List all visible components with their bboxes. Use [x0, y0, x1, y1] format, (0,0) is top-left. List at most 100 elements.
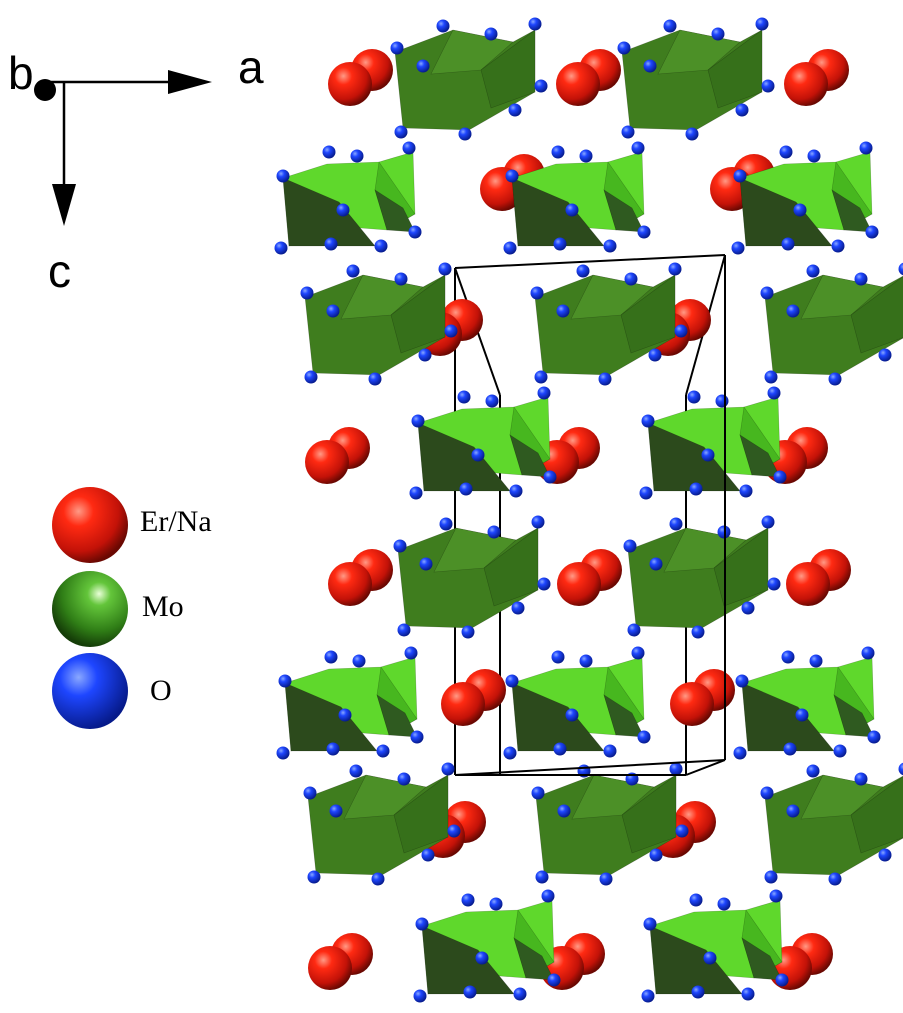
oxygen-atom — [475, 951, 489, 965]
oxygen-atom — [767, 577, 781, 591]
oxygen-atom — [547, 973, 561, 987]
legend-o-sphere — [52, 653, 128, 729]
a-axis-arrowhead — [168, 70, 212, 94]
er-na-atom — [305, 440, 349, 484]
oxygen-atom — [807, 149, 821, 163]
oxygen-atom — [368, 372, 382, 386]
oxygen-atom — [537, 577, 551, 591]
oxygen-atom — [461, 893, 475, 907]
oxygen-atom — [760, 786, 774, 800]
mo-o4-polyhedron-light — [413, 889, 561, 1003]
er-na-atom-pair — [786, 549, 851, 606]
oxygen-atom — [557, 804, 571, 818]
oxygen-atom — [276, 746, 290, 760]
unit-cell-edge — [454, 254, 726, 269]
mo-o4-polyhedron-light — [409, 386, 557, 500]
polyhedron-face — [850, 776, 903, 854]
er-na-atom-pair — [784, 49, 849, 106]
legend-label-er-na: Er/Na — [140, 505, 212, 538]
oxygen-atom — [598, 372, 612, 386]
oxygen-atom — [691, 985, 705, 999]
oxygen-atom — [631, 141, 645, 155]
oxygen-atom — [576, 264, 590, 278]
legend-label-o: O — [150, 674, 172, 707]
oxygen-atom — [641, 414, 655, 428]
b-axis-dot — [34, 79, 56, 101]
oxygen-atom — [503, 746, 517, 760]
oxygen-atom — [421, 848, 435, 862]
er-na-atom — [670, 682, 714, 726]
mo-o4-polyhedron-light — [274, 141, 422, 255]
oxygen-atom — [898, 262, 903, 276]
oxygen-atom — [471, 448, 485, 462]
oxygen-atom — [551, 650, 565, 664]
oxygen-atom — [553, 237, 567, 251]
oxygen-atom — [322, 145, 336, 159]
oxygen-atom — [878, 848, 892, 862]
oxygen-atom — [773, 470, 787, 484]
oxygen-atom — [459, 482, 473, 496]
oxygen-atom — [741, 601, 755, 615]
er-na-atom — [556, 62, 600, 106]
oxygen-atom — [767, 386, 781, 400]
mo-o4-polyhedron-dark — [530, 262, 688, 386]
er-na-atom — [328, 562, 372, 606]
oxygen-atom — [511, 601, 525, 615]
mo-o4-polyhedron-dark — [390, 17, 548, 141]
oxygen-atom — [541, 889, 555, 903]
er-na-atom — [784, 62, 828, 106]
oxygen-atom — [404, 646, 418, 660]
oxygen-atom — [411, 414, 425, 428]
oxygen-atom — [761, 79, 775, 93]
oxygen-atom — [631, 646, 645, 660]
legend-mo-sphere — [52, 571, 128, 647]
oxygen-atom — [669, 517, 683, 531]
oxygen-atom — [418, 348, 432, 362]
mo-o4-polyhedron-light — [731, 141, 879, 255]
oxygen-atom — [735, 674, 749, 688]
oxygen-atom — [324, 237, 338, 251]
oxygen-atom — [535, 870, 549, 884]
oxygen-atom — [534, 370, 548, 384]
oxygen-atom — [641, 989, 655, 1003]
oxygen-atom — [674, 324, 688, 338]
er-na-atom — [308, 946, 352, 990]
oxygen-atom — [781, 650, 795, 664]
oxygen-atom — [637, 225, 651, 239]
oxygen-atom — [603, 744, 617, 758]
mo-o4-polyhedron-dark — [531, 762, 689, 886]
oxygen-atom — [463, 985, 477, 999]
oxygen-atom — [781, 237, 795, 251]
oxygen-atom — [769, 889, 783, 903]
mo-o4-polyhedron-dark — [393, 515, 551, 639]
oxygen-atom — [489, 897, 503, 911]
mo-o4-polyhedron-dark — [760, 262, 903, 386]
oxygen-atom — [307, 870, 321, 884]
oxygen-atom — [637, 730, 651, 744]
er-na-atom — [786, 562, 830, 606]
oxygen-atom — [689, 893, 703, 907]
oxygen-atom — [786, 304, 800, 318]
oxygen-atom — [649, 557, 663, 571]
oxygen-atom — [509, 484, 523, 498]
er-na-atom — [557, 562, 601, 606]
oxygen-atom — [701, 448, 715, 462]
oxygen-atom — [859, 141, 873, 155]
mo-o4-polyhedron-dark — [300, 262, 458, 386]
oxygen-atom — [603, 239, 617, 253]
oxygen-atom — [393, 539, 407, 553]
oxygen-atom — [806, 764, 820, 778]
c-axis-arrowhead — [52, 184, 76, 226]
oxygen-atom — [513, 987, 527, 1001]
oxygen-atom — [828, 872, 842, 886]
oxygen-atom — [326, 304, 340, 318]
oxygen-atom — [669, 762, 683, 776]
oxygen-atom — [397, 772, 411, 786]
oxygen-atom — [374, 239, 388, 253]
oxygen-atom — [675, 824, 689, 838]
oxygen-atom — [761, 515, 775, 529]
oxygen-atom — [371, 872, 385, 886]
legend-label-mo: Mo — [142, 590, 184, 623]
oxygen-atom — [556, 304, 570, 318]
oxygen-atom — [793, 203, 807, 217]
